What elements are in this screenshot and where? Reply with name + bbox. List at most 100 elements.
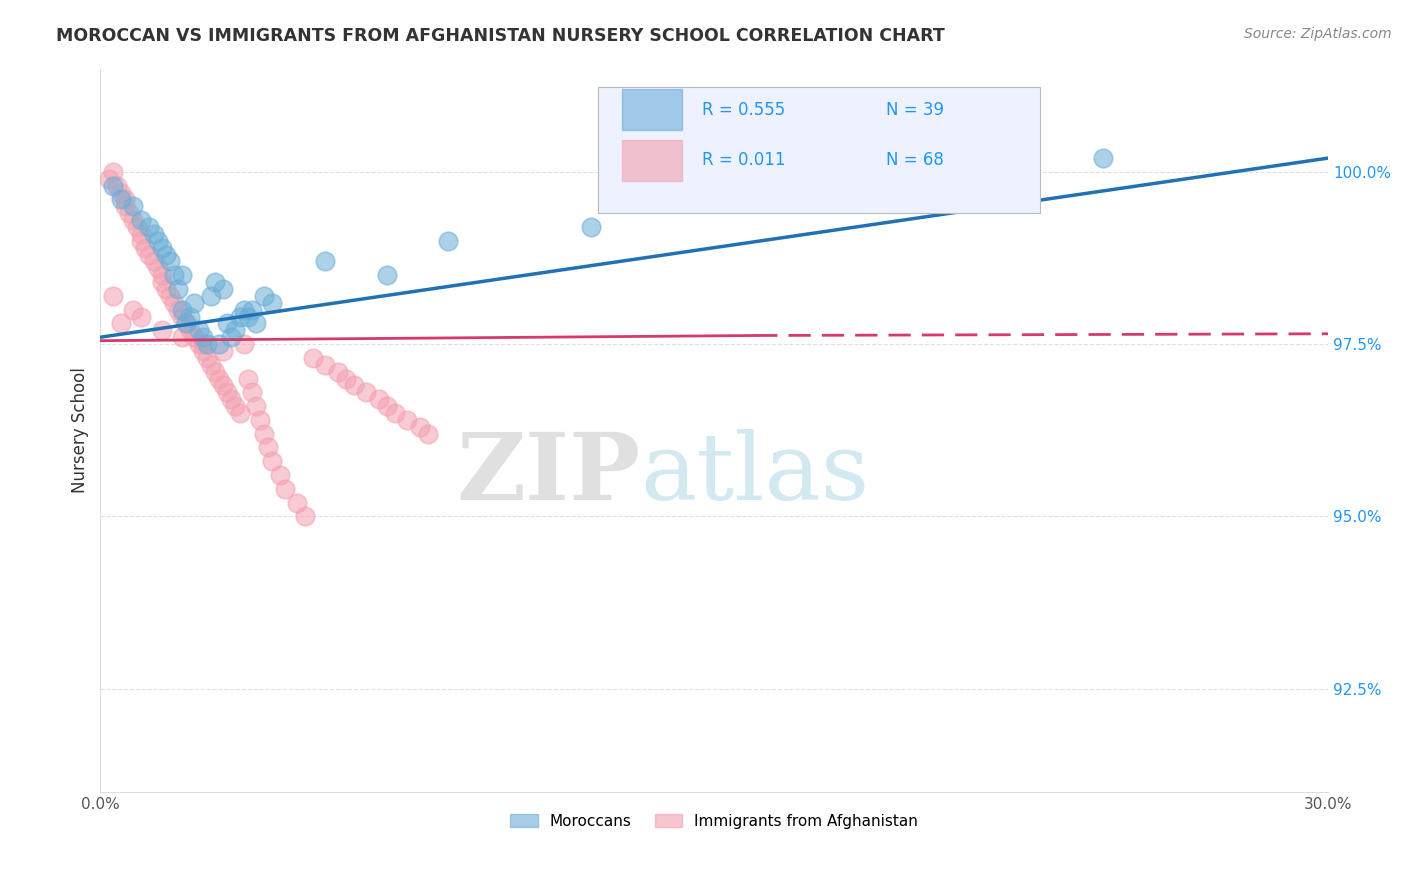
Point [208,371,231,385]
Point [212,378,235,392]
Y-axis label: Nursery School: Nursery School [72,368,89,493]
Point [200,358,222,372]
Point [257,441,280,455]
Point [172,302,194,317]
Point [167,302,190,317]
Point [129,234,152,248]
Text: ZIP: ZIP [457,429,641,518]
Point [302,351,325,365]
Text: R = 0.011: R = 0.011 [702,152,786,169]
Point [262,454,284,468]
Point [416,426,439,441]
Point [212,282,235,296]
Point [183,330,205,344]
Point [228,406,250,420]
Point [129,213,152,227]
Point [437,234,460,248]
Point [101,289,124,303]
Point [343,378,366,392]
Point [138,219,160,234]
Point [127,219,149,234]
Point [240,385,263,400]
Point [581,219,603,234]
Point [208,337,231,351]
Point [150,241,173,255]
Point [236,371,259,385]
Text: N = 68: N = 68 [886,152,943,169]
Point [232,302,254,317]
FancyBboxPatch shape [623,89,682,130]
Point [118,206,141,220]
Legend: Moroccans, Immigrants from Afghanistan: Moroccans, Immigrants from Afghanistan [505,807,924,835]
Point [176,317,198,331]
Point [195,351,218,365]
Point [375,268,398,283]
Point [1092,151,1115,165]
Point [150,275,173,289]
Point [356,385,378,400]
Point [191,337,214,351]
Point [240,302,263,317]
Text: Source: ZipAtlas.com: Source: ZipAtlas.com [1244,27,1392,41]
Point [101,165,124,179]
Point [375,399,398,413]
Point [110,193,132,207]
Point [221,330,243,344]
Point [408,419,430,434]
Point [221,392,243,407]
Point [183,295,205,310]
Point [262,295,284,310]
Point [146,261,169,276]
Point [245,317,267,331]
Point [314,358,336,372]
Point [105,178,128,193]
Point [249,413,271,427]
Point [294,509,316,524]
Point [142,254,165,268]
Point [172,310,194,324]
Point [122,213,145,227]
Point [269,468,291,483]
Text: N = 39: N = 39 [886,101,945,119]
Point [314,254,336,268]
Point [129,310,152,324]
Point [176,317,198,331]
Point [122,199,145,213]
Text: atlas: atlas [641,429,870,518]
Point [179,323,201,337]
Point [114,199,136,213]
Point [245,399,267,413]
Point [335,371,357,385]
Text: R = 0.555: R = 0.555 [702,101,785,119]
Point [142,227,165,241]
Point [172,268,194,283]
Point [204,275,226,289]
Point [191,330,214,344]
Point [110,317,132,331]
Point [122,302,145,317]
Point [273,482,295,496]
Point [172,330,194,344]
Point [204,365,226,379]
Point [110,186,132,200]
FancyBboxPatch shape [623,140,682,181]
Point [253,426,276,441]
Point [217,317,239,331]
Point [224,323,246,337]
Point [150,323,173,337]
Text: MOROCCAN VS IMMIGRANTS FROM AFGHANISTAN NURSERY SCHOOL CORRELATION CHART: MOROCCAN VS IMMIGRANTS FROM AFGHANISTAN … [56,27,945,45]
Point [232,337,254,351]
Point [396,413,419,427]
Point [367,392,389,407]
Point [163,295,186,310]
Point [187,323,209,337]
Point [97,171,120,186]
Point [159,254,181,268]
Point [150,268,173,283]
Point [195,337,218,351]
Point [146,234,169,248]
Point [191,344,214,359]
Point [326,365,349,379]
Point [101,178,124,193]
Point [187,337,209,351]
